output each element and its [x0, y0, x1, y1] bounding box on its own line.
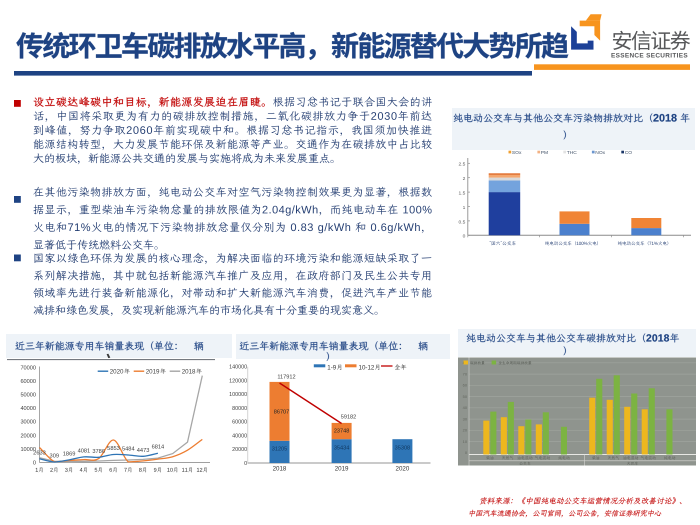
svg-text:NOx: NOx [595, 150, 605, 156]
svg-text:2019: 2019 [335, 466, 349, 473]
svg-text:0: 0 [465, 450, 468, 455]
svg-text:CO: CO [625, 150, 633, 156]
svg-text:10: 10 [463, 439, 468, 444]
svg-text:35308: 35308 [395, 446, 411, 452]
svg-text:2018: 2018 [182, 368, 196, 375]
svg-text:20000: 20000 [20, 433, 36, 439]
svg-text:0: 0 [244, 461, 247, 467]
svg-text:1: 1 [463, 205, 466, 211]
svg-text:35434: 35434 [334, 446, 350, 452]
svg-text:20000: 20000 [232, 447, 247, 453]
svg-text:10-12: 10-12 [359, 364, 375, 371]
svg-text:120000: 120000 [229, 378, 247, 384]
svg-text:ESSENCE SECURITIES: ESSENCE SECURITIES [611, 53, 688, 60]
svg-text:23748: 23748 [334, 429, 350, 435]
svg-text:2: 2 [463, 176, 466, 182]
svg-text:2019: 2019 [146, 368, 160, 375]
svg-text:5484: 5484 [122, 447, 135, 453]
svg-text:PM: PM [541, 150, 548, 156]
svg-text:2020: 2020 [110, 368, 124, 375]
svg-text:70000: 70000 [20, 366, 36, 372]
svg-text:3786: 3786 [92, 449, 105, 455]
svg-text:20: 20 [463, 428, 468, 433]
svg-text:2.5: 2.5 [458, 162, 465, 168]
svg-text:309: 309 [50, 454, 60, 460]
svg-text:2018: 2018 [273, 466, 287, 473]
svg-text:31205: 31205 [272, 447, 288, 453]
svg-text:2633: 2633 [33, 450, 46, 456]
svg-text:SOx: SOx [512, 150, 522, 156]
svg-text:10000: 10000 [20, 447, 36, 453]
svg-text:70: 70 [463, 371, 468, 376]
svg-text:2020: 2020 [396, 466, 410, 473]
svg-text:4473: 4473 [137, 448, 150, 454]
svg-text:40000: 40000 [20, 406, 36, 412]
svg-text:THC: THC [567, 150, 578, 156]
svg-text:0: 0 [33, 460, 36, 466]
svg-text:6814: 6814 [152, 445, 165, 451]
svg-text:5853: 5853 [107, 446, 120, 452]
svg-text:30000: 30000 [20, 420, 36, 426]
svg-text:1.5: 1.5 [458, 191, 465, 197]
svg-text:50: 50 [463, 394, 468, 399]
svg-text:117912: 117912 [277, 375, 295, 381]
svg-text:60000: 60000 [232, 420, 247, 426]
svg-text:50000: 50000 [20, 393, 36, 399]
svg-text:59182: 59182 [341, 415, 357, 421]
svg-text:40: 40 [463, 405, 468, 410]
svg-text:86707: 86707 [274, 410, 290, 416]
svg-text:30: 30 [463, 416, 468, 421]
svg-text:0: 0 [463, 234, 466, 240]
svg-text:1869: 1869 [63, 451, 76, 457]
svg-text:1-9: 1-9 [327, 364, 337, 371]
svg-text:80000: 80000 [232, 406, 247, 412]
svg-text:140000: 140000 [229, 365, 247, 371]
svg-text:60000: 60000 [20, 379, 36, 385]
svg-text:4081: 4081 [78, 448, 91, 454]
svg-text:0.5: 0.5 [458, 219, 465, 225]
svg-text:100000: 100000 [229, 392, 247, 398]
svg-text:60: 60 [463, 383, 468, 388]
svg-text:40000: 40000 [232, 433, 247, 439]
